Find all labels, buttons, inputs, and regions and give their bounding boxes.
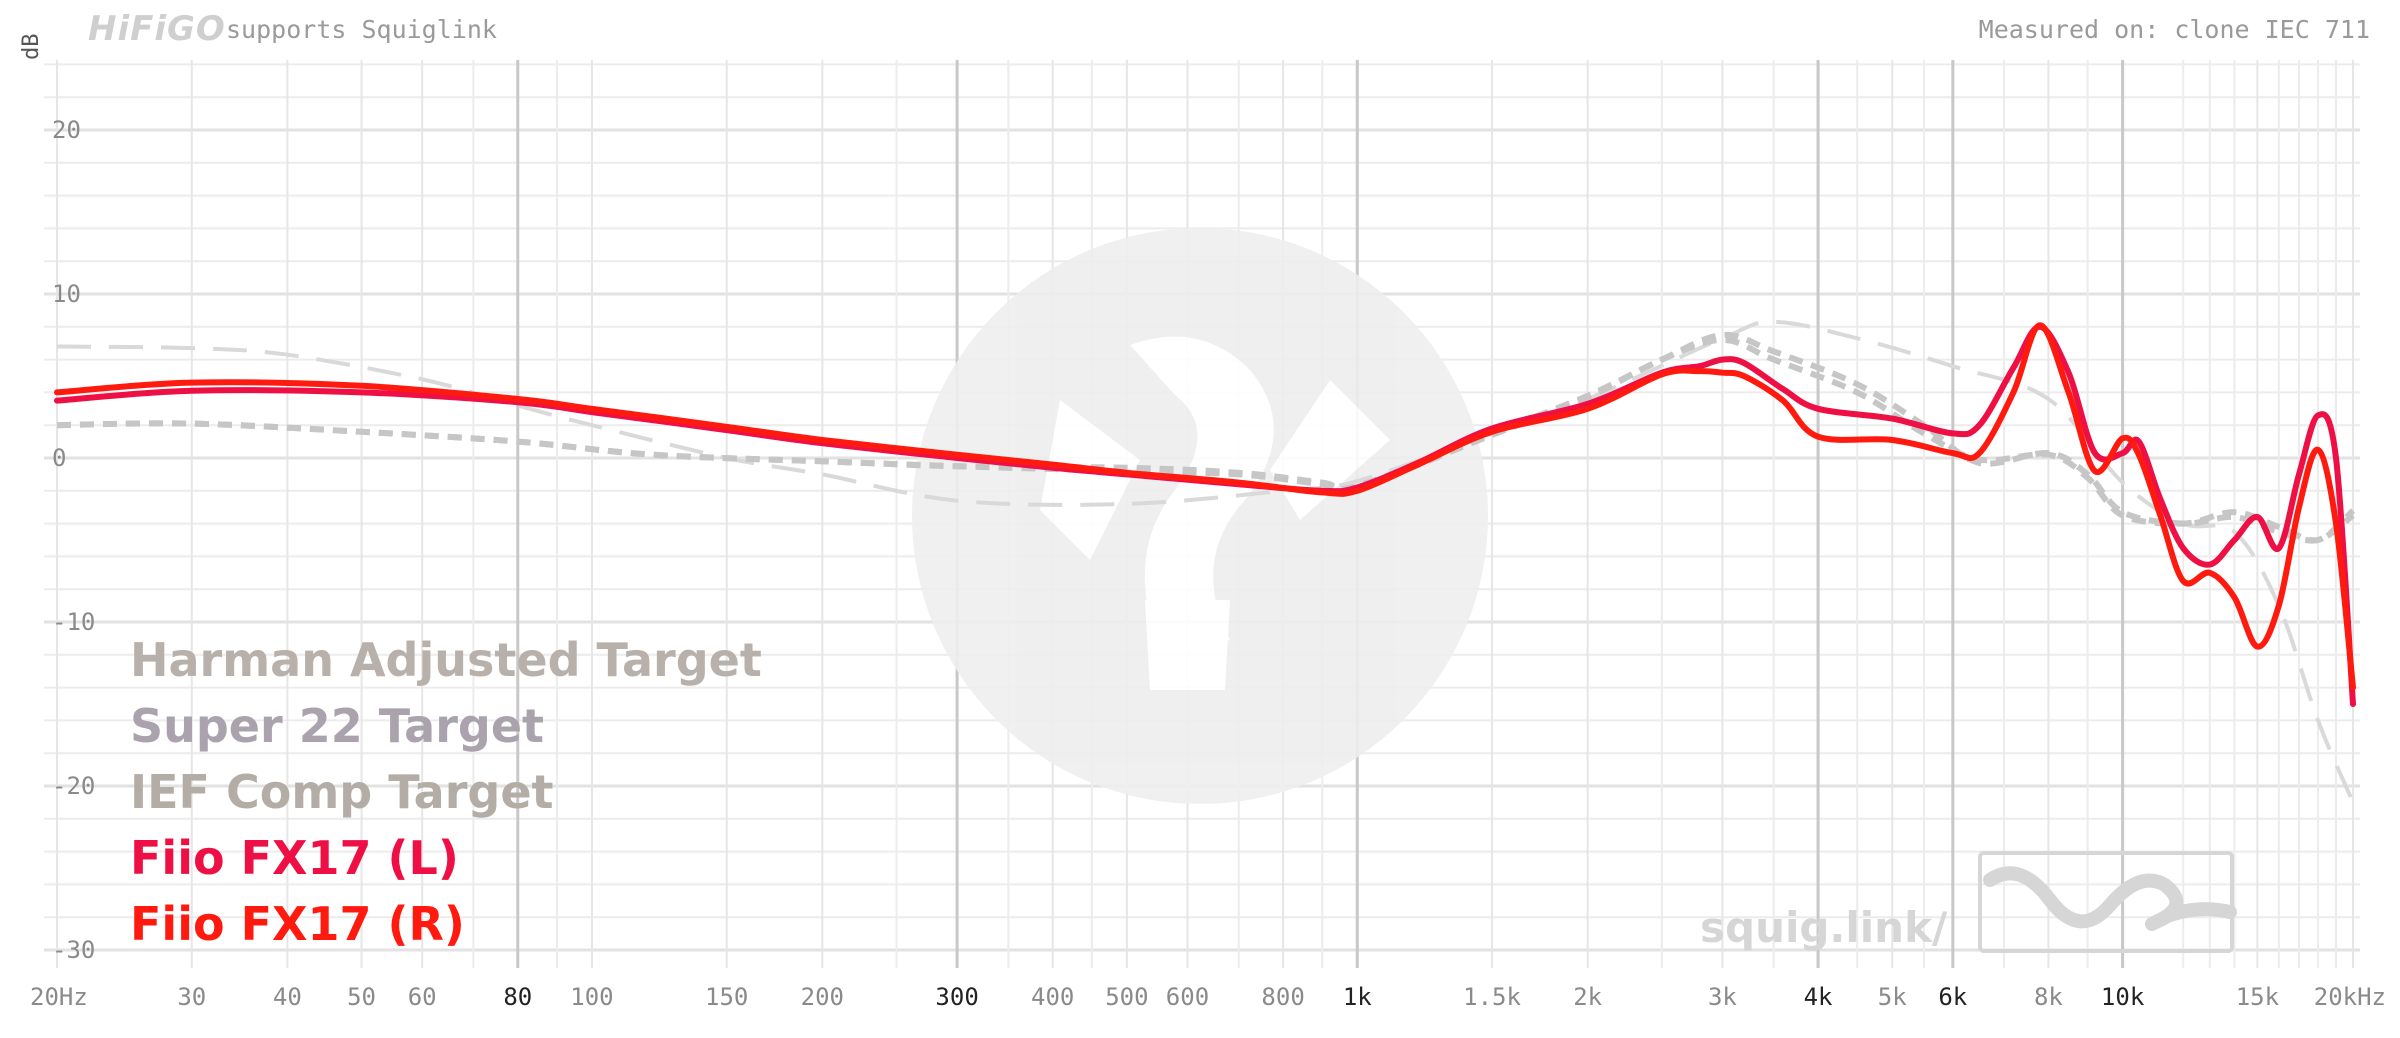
legend-fx17-r[interactable]: Fiio FX17 (R) — [130, 897, 465, 951]
curve-fx17-r — [54, 322, 2356, 691]
x-tick-label: 80 — [503, 983, 532, 1011]
x-tick-label: 3k — [1708, 983, 1737, 1011]
x-tick-label: 600 — [1166, 983, 1209, 1011]
x-tick-label: 2k — [1573, 983, 1602, 1011]
y-tick-label: -20 — [52, 772, 95, 800]
y-tick-label: 20 — [52, 116, 81, 144]
x-tick-label: 60 — [408, 983, 437, 1011]
x-tick-label: 500 — [1105, 983, 1148, 1011]
supports-text: supports Squiglink — [226, 15, 497, 44]
x-axis-ticks: 20Hz 30 40 50 60 80 100 150 200 300 400 500 600 800 1k… — [30, 983, 2386, 1011]
legend-ief[interactable]: IEF Comp Target — [130, 765, 554, 819]
hifigo-logo[interactable]: HiFiGO — [88, 9, 226, 49]
x-tick-label: 30 — [177, 983, 206, 1011]
curve-fx17-l — [54, 323, 2356, 707]
squiglink-wave-box-icon — [1978, 851, 2234, 953]
x-tick-label: 20Hz — [30, 983, 88, 1011]
y-tick-label: 0 — [52, 444, 66, 472]
legend: Harman Adjusted Target Super 22 Target I… — [130, 633, 762, 951]
measured-on-text: Measured on: clone IEC 711 — [1979, 15, 2370, 44]
x-tick-label: 20kHz — [2314, 983, 2386, 1011]
curves — [54, 319, 2356, 804]
x-tick-label: 100 — [570, 983, 613, 1011]
x-tick-label: 4k — [1804, 983, 1833, 1011]
squiglink-watermark: squig.link/ — [1700, 851, 2237, 953]
legend-super22[interactable]: Super 22 Target — [130, 699, 544, 753]
x-tick-label: 200 — [801, 983, 844, 1011]
y-tick-label: 10 — [52, 280, 81, 308]
x-tick-label: 300 — [935, 983, 978, 1011]
squiglink-wave-icon — [1983, 866, 2237, 931]
x-tick-label: 50 — [347, 983, 376, 1011]
x-tick-label: 400 — [1031, 983, 1074, 1011]
x-tick-label: 6k — [1938, 983, 1967, 1011]
x-tick-label: 1k — [1343, 983, 1372, 1011]
x-tick-label: 40 — [273, 983, 302, 1011]
x-tick-label: 10k — [2101, 983, 2145, 1011]
y-axis-label: dB — [19, 34, 44, 61]
legend-fx17-l[interactable]: Fiio FX17 (L) — [130, 831, 459, 885]
x-tick-label: 150 — [705, 983, 748, 1011]
header: HiFiGO supports Squiglink Measured on: c… — [88, 9, 2370, 49]
x-tick-label: 5k — [1878, 983, 1907, 1011]
x-tick-label: 8k — [2034, 983, 2063, 1011]
x-tick-label: 800 — [1261, 983, 1304, 1011]
x-tick-label: 15k — [2236, 983, 2280, 1011]
x-tick-label: 1.5k — [1463, 983, 1521, 1011]
squiglink-watermark-icon — [912, 228, 1488, 804]
y-tick-label: -30 — [52, 936, 95, 964]
legend-harman[interactable]: Harman Adjusted Target — [130, 633, 762, 687]
y-axis-ticks: 20 10 0 -10 -20 -30 — [52, 116, 95, 964]
y-tick-label: -10 — [52, 608, 95, 636]
squiglink-watermark-text: squig.link/ — [1700, 903, 1948, 952]
